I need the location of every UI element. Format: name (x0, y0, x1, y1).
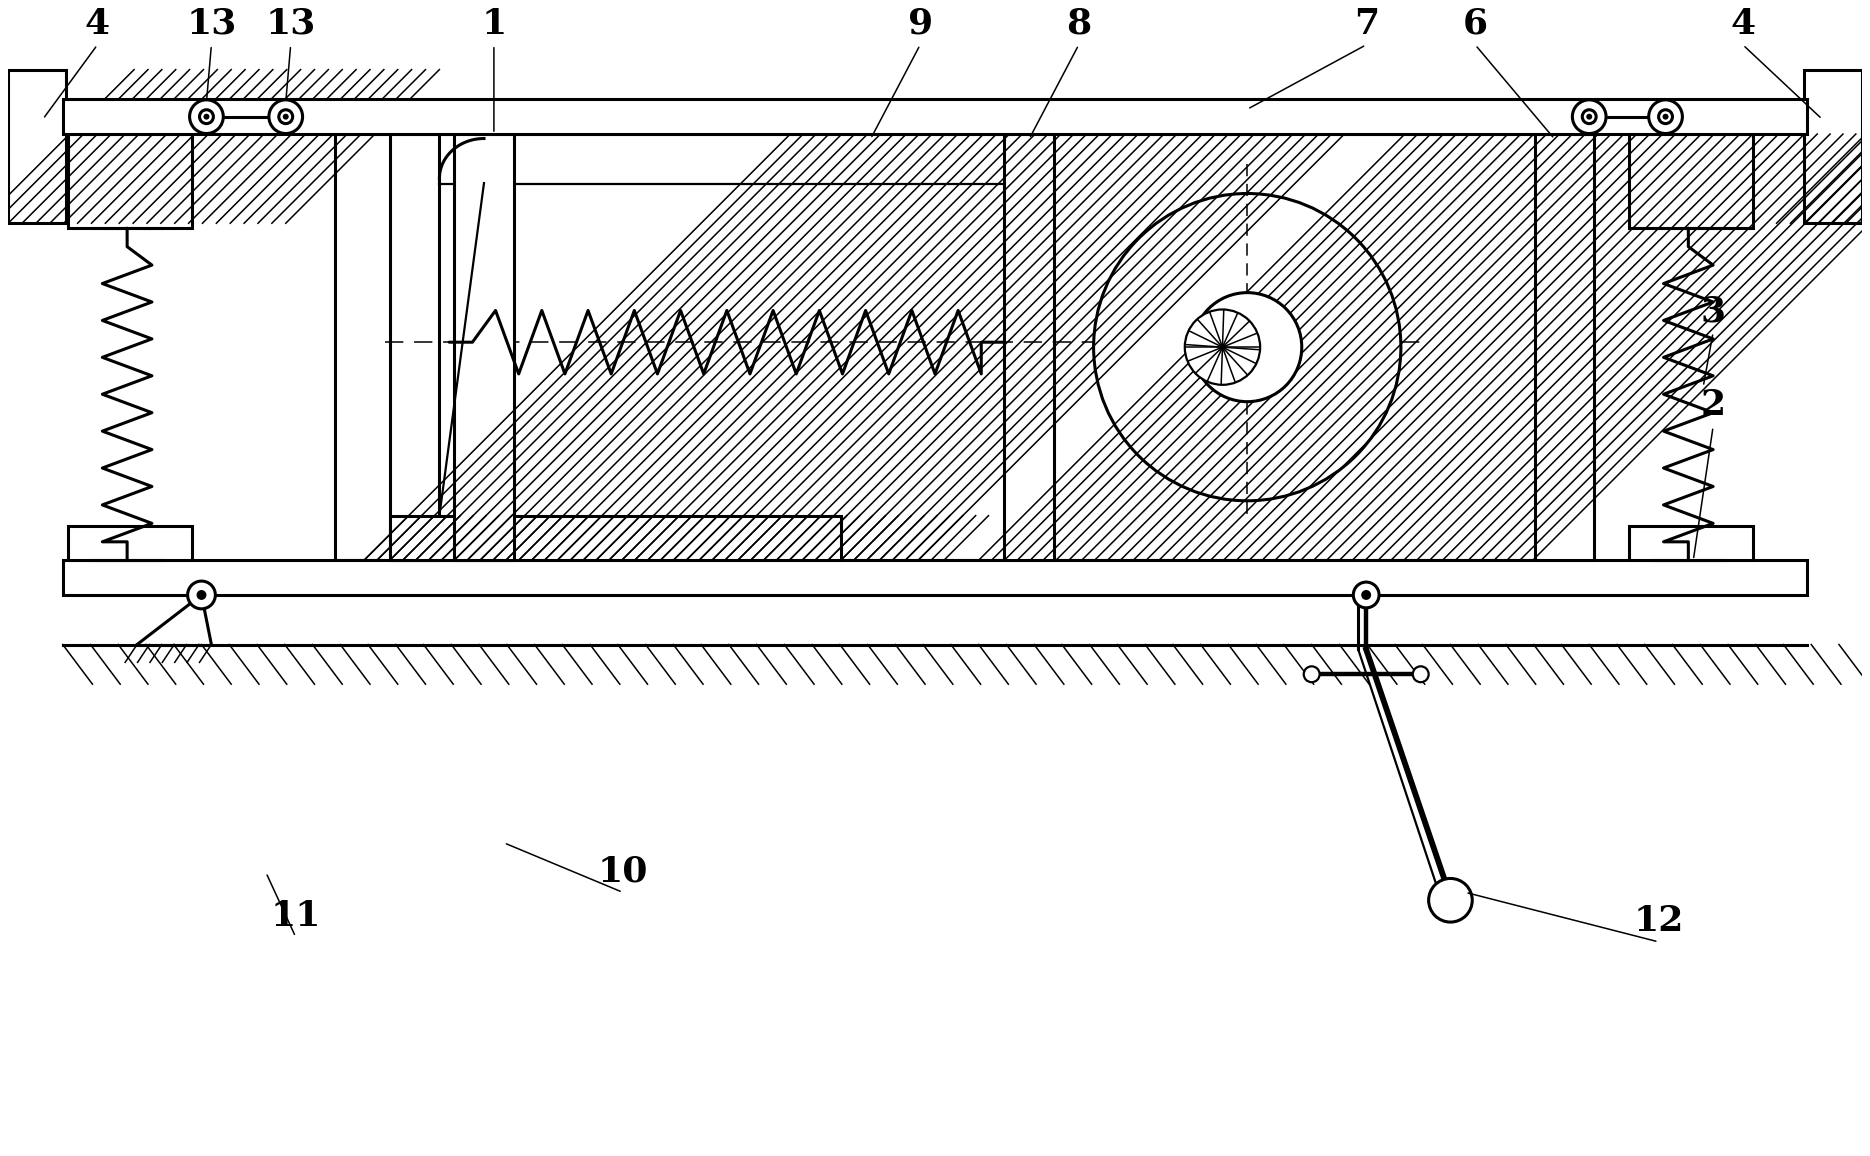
Bar (454, 134, 514, 561)
Text: 7: 7 (1354, 7, 1378, 40)
Text: 13: 13 (187, 7, 237, 40)
Bar (64, 561, 1806, 595)
Bar (64, 99, 1806, 134)
Circle shape (1193, 292, 1302, 401)
Circle shape (187, 581, 215, 609)
Bar (67, 134, 191, 228)
Circle shape (269, 99, 303, 134)
Bar (1805, 69, 1863, 223)
Text: 9: 9 (907, 7, 933, 40)
Circle shape (1662, 113, 1668, 120)
Text: 11: 11 (271, 899, 322, 933)
Bar (1535, 134, 1593, 561)
Circle shape (1573, 99, 1606, 134)
Circle shape (1354, 583, 1378, 608)
Bar (1629, 526, 1752, 561)
Circle shape (1586, 113, 1591, 120)
Circle shape (1412, 666, 1429, 682)
Bar (1629, 134, 1752, 228)
Text: 6: 6 (1462, 7, 1489, 40)
Text: 10: 10 (598, 854, 649, 888)
Text: 4: 4 (1730, 7, 1756, 40)
Text: 12: 12 (1633, 904, 1683, 938)
Bar (389, 516, 842, 561)
Text: 2: 2 (1700, 388, 1726, 422)
Circle shape (1361, 590, 1371, 600)
Circle shape (189, 99, 223, 134)
Text: 4: 4 (84, 7, 110, 40)
Bar (335, 134, 1580, 561)
Text: 13: 13 (266, 7, 316, 40)
Circle shape (1186, 310, 1260, 385)
Bar (1004, 134, 1055, 561)
Circle shape (204, 113, 209, 120)
Text: 1: 1 (481, 7, 507, 40)
Bar (67, 526, 191, 561)
Bar (64, 645, 1806, 684)
Circle shape (1649, 99, 1683, 134)
Circle shape (1582, 110, 1597, 124)
Text: 3: 3 (1700, 295, 1726, 328)
Circle shape (200, 110, 213, 124)
Bar (389, 134, 439, 561)
Circle shape (282, 113, 288, 120)
Text: 8: 8 (1066, 7, 1092, 40)
Circle shape (196, 590, 206, 600)
Circle shape (279, 110, 294, 124)
Circle shape (1303, 666, 1320, 682)
Circle shape (1429, 879, 1472, 922)
Circle shape (1659, 110, 1672, 124)
Bar (7, 69, 65, 223)
Circle shape (1094, 193, 1401, 501)
